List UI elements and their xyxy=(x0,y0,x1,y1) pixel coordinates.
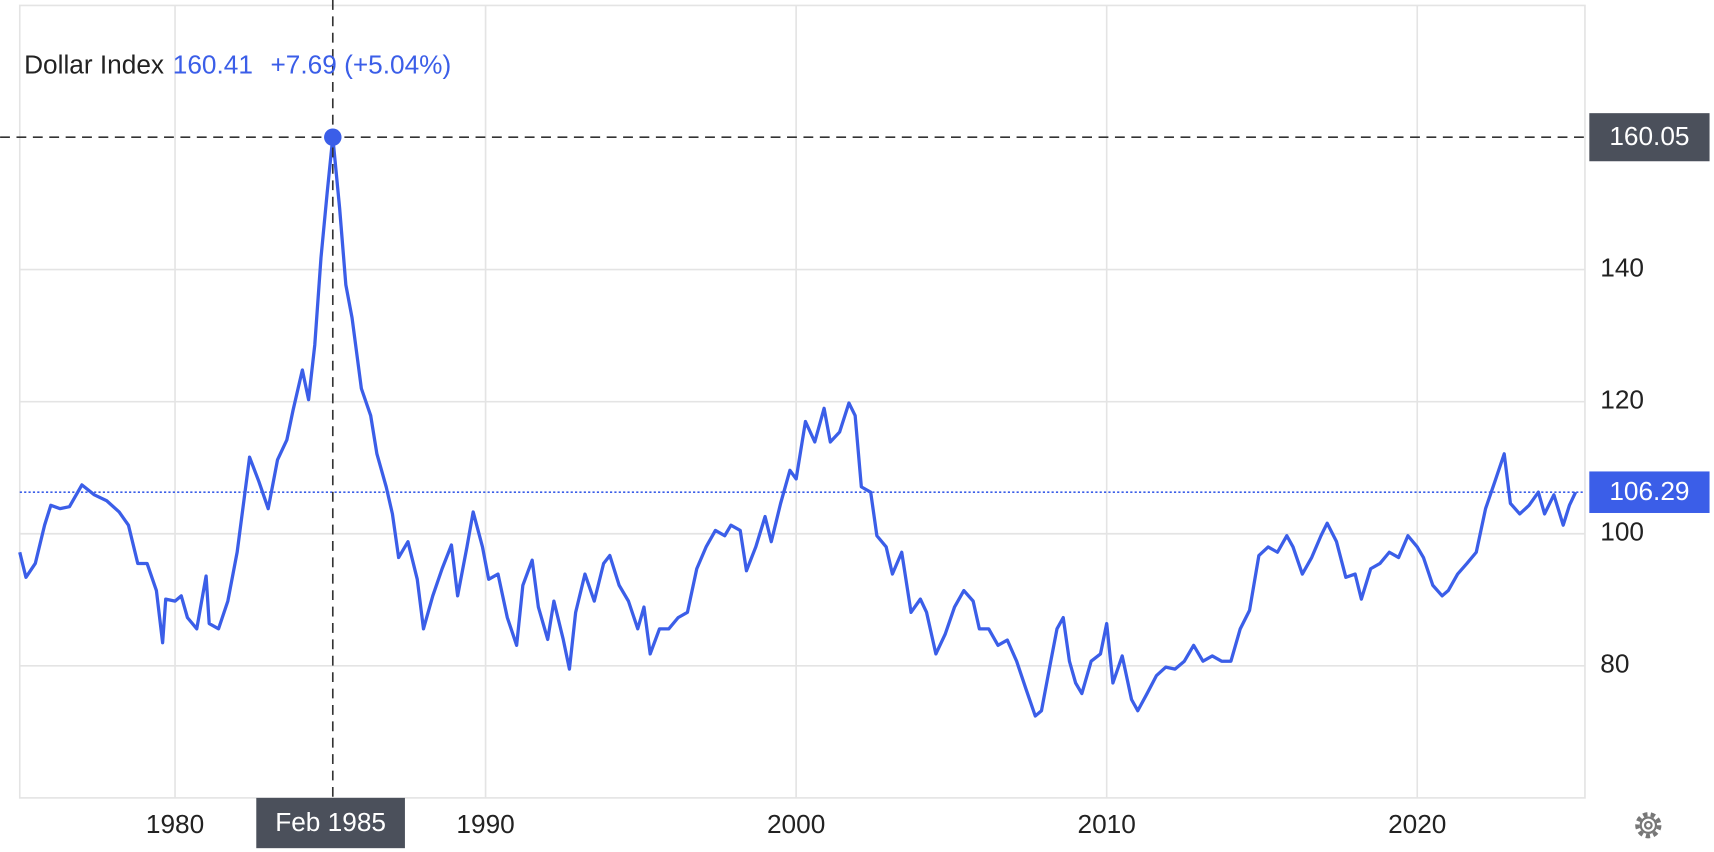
readout-change: +7.69 (+5.04%) xyxy=(270,50,451,80)
plot xyxy=(18,135,1578,718)
y-tick-label: 140 xyxy=(1600,253,1644,283)
crosshair-point xyxy=(324,128,342,146)
settings-icon[interactable] xyxy=(1635,812,1662,839)
x-tick-label: 2020 xyxy=(1388,809,1446,839)
crosshair-y-box xyxy=(1589,113,1710,162)
readout-title: Dollar Index xyxy=(24,50,164,80)
last-value-label: 106.29 xyxy=(1609,476,1689,506)
readout: Dollar Index 160.41 +7.69 (+5.04%) xyxy=(24,50,451,80)
crosshair-x-label: Feb 1985 xyxy=(275,807,386,837)
gear-teeth xyxy=(1635,812,1662,839)
x-tick-label: 1990 xyxy=(456,809,514,839)
last-value-box xyxy=(1589,471,1710,513)
crosshair-y-label: 160.05 xyxy=(1609,121,1689,151)
gear-hole xyxy=(1643,820,1653,830)
gear-ring xyxy=(1639,816,1658,834)
x-tick-label: 2000 xyxy=(767,809,825,839)
y-tick-label: 100 xyxy=(1600,517,1644,547)
y-tick-label: 120 xyxy=(1600,385,1644,415)
readout-value: 160.41 xyxy=(173,50,253,80)
y-tick-label: 80 xyxy=(1600,649,1629,679)
series-line xyxy=(18,135,1578,718)
x-tick-label: 2010 xyxy=(1078,809,1136,839)
x-tick-label: 1980 xyxy=(146,809,204,839)
grid: 80 100 120 140 1980 1990 2000 2010 2020 xyxy=(18,4,1644,839)
crosshair-x-box xyxy=(256,797,405,849)
